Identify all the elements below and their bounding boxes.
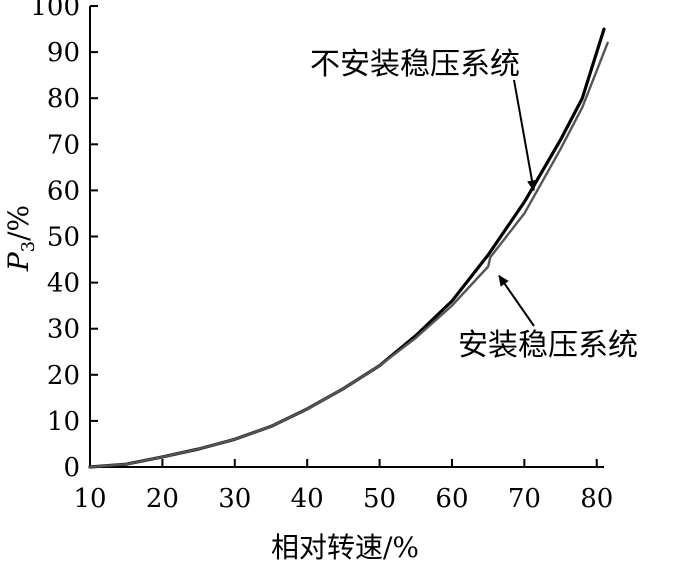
y-tick-label: 90 [47,38,80,68]
x-tick-label: 80 [580,484,613,514]
y-tick-label: 0 [63,453,80,483]
x-tick-label: 30 [218,484,251,514]
y-axis-label: P3/% [2,205,39,272]
y-tick-label: 50 [47,223,80,253]
y-axis-label-subscript: 3 [18,241,39,252]
annotation-with-stabilizer-arrow [498,274,535,327]
series-line-with-stabilizer [88,41,609,469]
series-lines [88,27,609,469]
y-axis-label-main: P [2,251,35,272]
y-tick-label: 70 [47,130,80,160]
y-tick-label: 60 [47,176,80,206]
y-axis-label-suffix: /% [2,205,35,241]
x-tick-label: 40 [291,484,324,514]
x-tick-label: 60 [435,484,468,514]
annotation-with-stabilizer-text: 安装稳压系统 [458,328,638,363]
annotation-without-stabilizer-arrow [513,79,537,192]
x-axis-label: 相对转速/% [271,531,419,564]
x-tick-label: 50 [363,484,396,514]
annotation-without-stabilizer-text: 不安装稳压系统 [310,47,520,82]
y-tick-label: 80 [47,84,80,114]
x-tick-label: 20 [146,484,179,514]
y-tick-label: 100 [30,0,80,22]
series-line-without-stabilizer [88,27,606,469]
y-tick-label: 20 [47,361,80,391]
x-tick-label: 10 [73,484,106,514]
y-tick-label: 40 [47,269,80,299]
x-tick-label: 70 [508,484,541,514]
y-tick-label: 10 [47,407,80,437]
y-tick-label: 30 [47,315,80,345]
